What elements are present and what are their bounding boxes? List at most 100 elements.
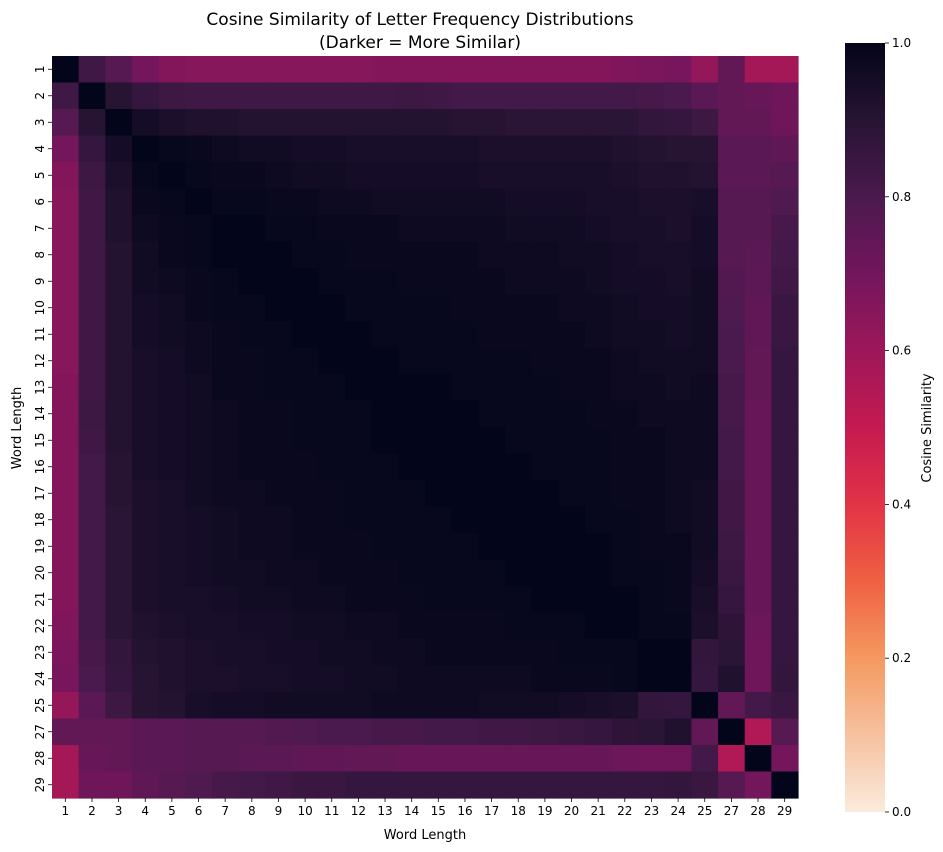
heatmap-cell [78, 268, 106, 296]
x-tick-label: 9 [275, 804, 283, 818]
heatmap-cell [185, 374, 213, 402]
heatmap-cell [78, 109, 106, 137]
heatmap-cell [531, 480, 559, 508]
heatmap-cell [504, 241, 533, 269]
heatmap-cell [211, 427, 240, 455]
heatmap-cell [558, 480, 586, 508]
heatmap-cell [318, 586, 346, 614]
heatmap-cell [478, 506, 506, 534]
heatmap-cell [558, 692, 586, 720]
heatmap-cell [78, 400, 106, 428]
heatmap-cell [398, 241, 426, 269]
heatmap-cell [718, 56, 746, 84]
heatmap-cell [265, 639, 293, 667]
heatmap-cell [744, 427, 772, 455]
heatmap-cell [638, 82, 666, 110]
heatmap-cell [611, 665, 639, 693]
heatmap-cell [238, 771, 266, 799]
heatmap-cell [158, 453, 186, 481]
heatmap-cell [744, 745, 772, 773]
heatmap-cell [105, 506, 133, 534]
x-tick-label: 17 [484, 804, 499, 818]
heatmap-cell [291, 82, 320, 110]
heatmap-cell [771, 109, 799, 137]
heatmap-cell [238, 400, 266, 428]
heatmap-cell [691, 82, 719, 110]
y-tick-label: 7 [33, 224, 47, 232]
heatmap-cell [131, 294, 160, 322]
heatmap-cell [211, 718, 240, 746]
colorbar-ticks: 0.0 0.2 0.4 0.6 0.8 1.0 [885, 36, 911, 819]
heatmap-cell [265, 453, 293, 481]
heatmap-cell [744, 612, 772, 640]
heatmap-cell [478, 771, 506, 799]
x-tick-label: 14 [404, 804, 419, 818]
heatmap-cell [265, 241, 293, 269]
heatmap-cell [611, 718, 639, 746]
heatmap-cell [611, 294, 639, 322]
heatmap-cell [584, 56, 613, 84]
heatmap-cell [584, 374, 613, 402]
heatmap-cell [478, 268, 506, 296]
heatmap-cell [611, 109, 639, 137]
heatmap-cell [78, 188, 106, 216]
heatmap-cell [398, 586, 426, 614]
heatmap-cell [504, 162, 533, 190]
heatmap-cell [185, 612, 213, 640]
heatmap-cell [105, 745, 133, 773]
heatmap-cell [265, 559, 293, 587]
heatmap-cell [531, 665, 559, 693]
heatmap-cell [265, 480, 293, 508]
heatmap-cell [345, 718, 373, 746]
heatmap-cell [345, 268, 373, 296]
heatmap-cell [611, 427, 639, 455]
heatmap-cell [664, 718, 693, 746]
heatmap-cell [131, 718, 160, 746]
heatmap-cell [185, 559, 213, 587]
heatmap-cell [398, 612, 426, 640]
heatmap-cell [531, 718, 559, 746]
heatmap-cell [52, 135, 80, 163]
heatmap-cell [398, 109, 426, 137]
heatmap-cell [238, 347, 266, 375]
heatmap-cell [131, 533, 160, 561]
heatmap-cell [638, 718, 666, 746]
heatmap-cell [291, 162, 320, 190]
heatmap-cell [718, 453, 746, 481]
heatmap-cell [398, 294, 426, 322]
heatmap-cell [718, 400, 746, 428]
heatmap-cell [451, 427, 479, 455]
heatmap-cell [131, 480, 160, 508]
heatmap-cell [211, 506, 240, 534]
y-tick-label: 9 [33, 277, 47, 285]
heatmap-cell [744, 400, 772, 428]
heatmap-cell [158, 109, 186, 137]
heatmap-cell [691, 718, 719, 746]
heatmap-cell [638, 321, 666, 349]
heatmap-cell [771, 374, 799, 402]
heatmap-cell [425, 400, 453, 428]
heatmap-cell [584, 241, 613, 269]
heatmap-cell [185, 241, 213, 269]
heatmap-cell [185, 771, 213, 799]
heatmap-cell [584, 215, 613, 243]
heatmap-cell [584, 268, 613, 296]
heatmap-cell [504, 480, 533, 508]
heatmap-cell [291, 135, 320, 163]
heatmap-cell [371, 480, 399, 508]
heatmap-cell [504, 294, 533, 322]
heatmap-cell [504, 692, 533, 720]
heatmap-cell [744, 665, 772, 693]
heatmap-cell [425, 82, 453, 110]
heatmap-cell [638, 241, 666, 269]
heatmap-cell [664, 586, 693, 614]
heatmap-cell [211, 374, 240, 402]
heatmap-cell [318, 771, 346, 799]
heatmap-cell [158, 692, 186, 720]
heatmap-cell [744, 294, 772, 322]
heatmap-cell [691, 109, 719, 137]
heatmap-cell [131, 665, 160, 693]
heatmap-cell [425, 692, 453, 720]
heatmap-cell [744, 109, 772, 137]
heatmap-cell [238, 745, 266, 773]
